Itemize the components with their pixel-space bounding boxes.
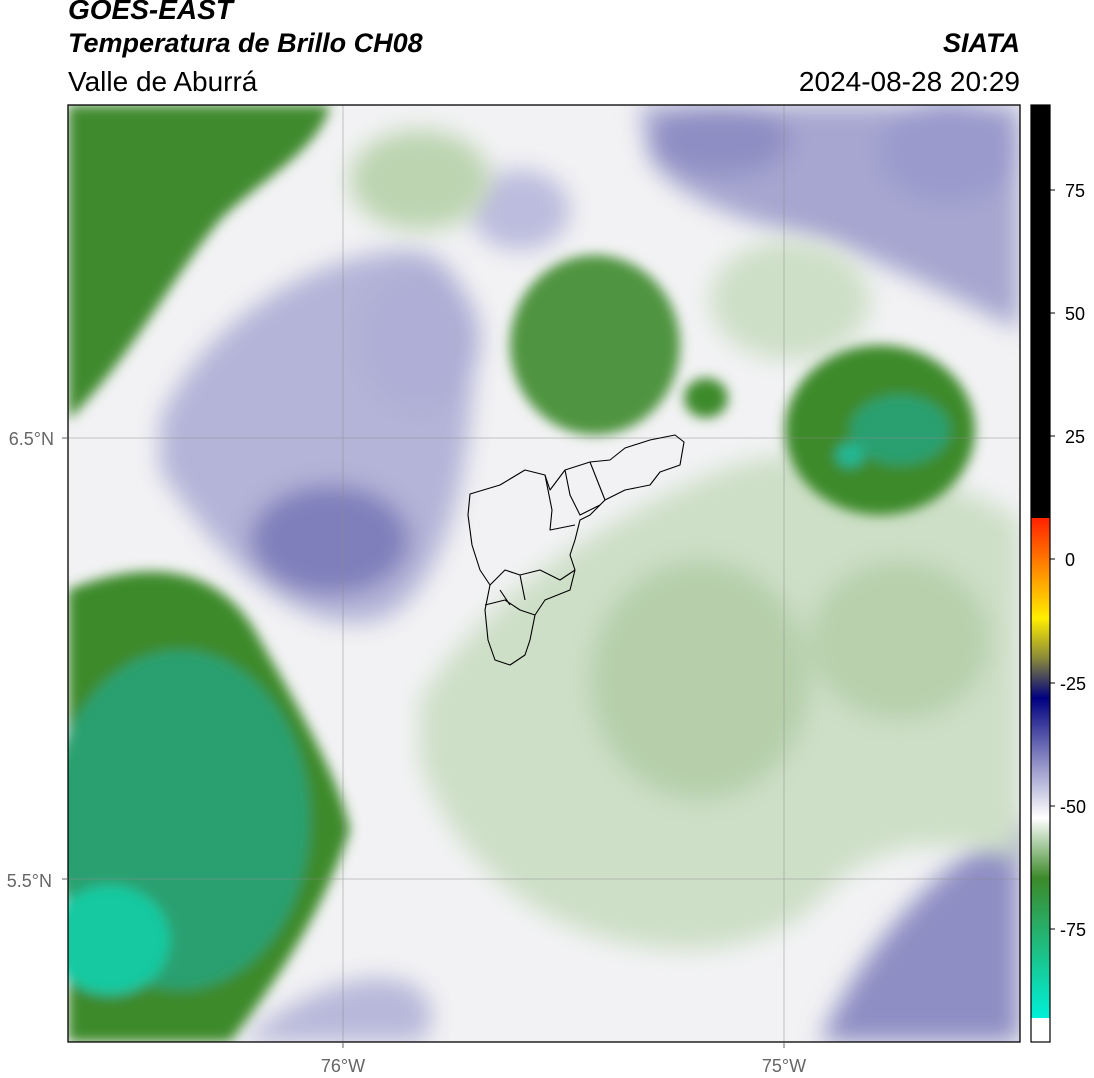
graticule [68, 105, 1020, 1042]
colorbar-tick-25: 25 [1065, 427, 1085, 447]
lavender-cloud-regions [160, 105, 1020, 1042]
region-label: Valle de Aburrá [68, 66, 258, 97]
colorbar: 75 50 25 0 -25 -50 -75 [1030, 104, 1086, 1043]
colorbar-frame [1030, 104, 1051, 1043]
colorbar-black-segment [1031, 105, 1050, 518]
colorbar-white-segment [1031, 1018, 1050, 1042]
agency-label: SIATA [943, 28, 1020, 58]
datetime-label: 2024-08-28 20:29 [798, 66, 1020, 97]
light-green-regions [350, 130, 1020, 950]
satellite-title: GOES-EAST [68, 0, 233, 25]
product-title: Temperatura de Brillo CH08 [68, 28, 423, 58]
lat-label-5-5n: 5.5°N [7, 871, 52, 891]
colorbar-tick-0: 0 [1065, 550, 1075, 570]
colorbar-tick-neg25: -25 [1060, 674, 1086, 694]
lon-label-76w: 76°W [321, 1056, 365, 1076]
colorbar-gradient-segment [1031, 518, 1050, 1018]
aburra-valley-boundaries [467, 434, 685, 666]
colorbar-tick-neg50: -50 [1060, 797, 1086, 817]
colorbar-tick-50: 50 [1065, 304, 1085, 324]
colorbar-tick-75: 75 [1065, 181, 1085, 201]
brightness-temperature-field [68, 105, 1020, 1042]
lat-label-6-5n: 6.5°N [9, 429, 54, 449]
map-frame [67, 104, 1021, 1043]
colorbar-tick-neg75: -75 [1060, 920, 1086, 940]
cold-cloud-tops [68, 105, 975, 1042]
axis-ticks [62, 437, 785, 1048]
lon-label-75w: 75°W [762, 1056, 806, 1076]
